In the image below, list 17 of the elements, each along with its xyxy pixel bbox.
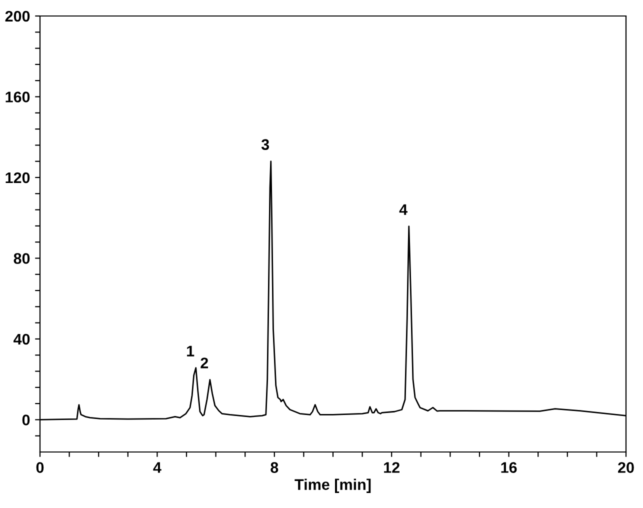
x-tick-label: 8	[270, 462, 278, 473]
annotation: 3	[261, 139, 270, 150]
y-tick-label: 40	[14, 334, 30, 345]
y-tick-label: 120	[6, 172, 30, 184]
y-tick-label: 160	[6, 92, 30, 102]
x-tick-label: 20	[618, 462, 634, 473]
annotation: 4	[399, 204, 408, 215]
y-tick-label: 200	[5, 10, 30, 22]
x-tick-label: 4	[153, 462, 162, 473]
y-tick-label: 0	[22, 414, 30, 426]
x-tick-label: 0	[36, 462, 44, 473]
annotation: 2	[200, 358, 208, 368]
x-axis-title: Time [min]	[294, 478, 371, 493]
annotation: 1	[187, 346, 194, 356]
y-tick-label: 80	[14, 253, 30, 264]
x-tick-label: 12	[384, 462, 400, 473]
x-tick-label: 16	[501, 462, 517, 473]
